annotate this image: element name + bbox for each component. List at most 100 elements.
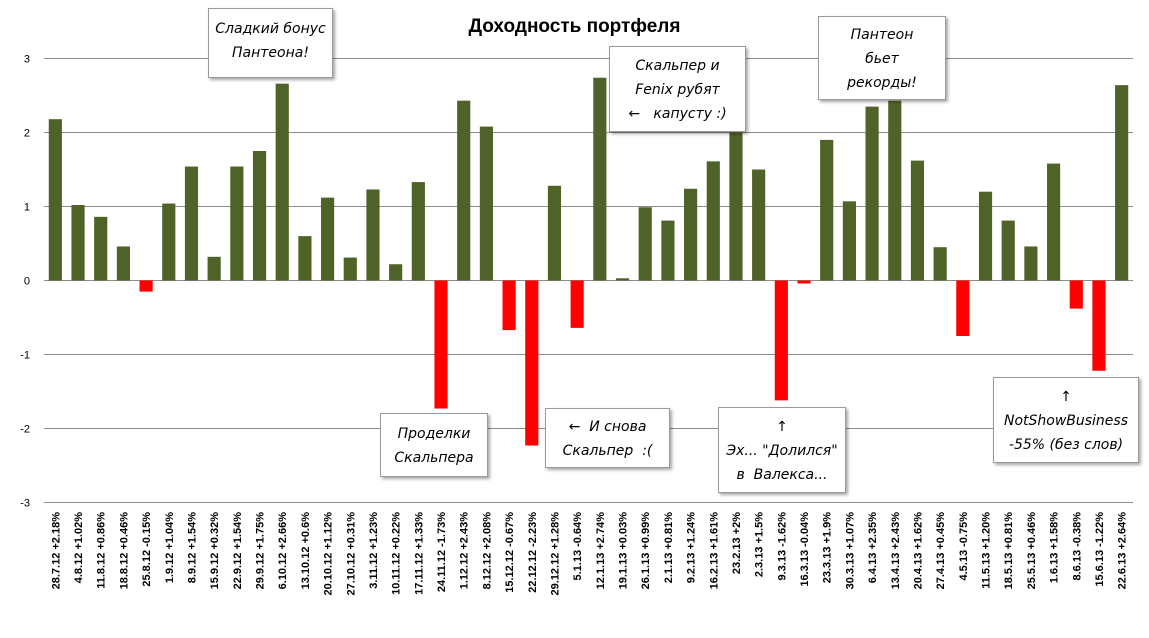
x-tick-label: 27.4.13 +0.45%: [935, 512, 947, 590]
bar: [661, 220, 675, 281]
bar: [162, 203, 176, 281]
x-tick-label: 23.2.13 +2%: [731, 512, 743, 574]
bar: [570, 280, 584, 328]
bar: [1047, 163, 1061, 281]
x-tick-label: 26.1.13 +0.99%: [640, 512, 652, 590]
x-tick-label: 18.8.12 +0.46%: [118, 512, 130, 590]
y-tick-label: 1: [24, 202, 30, 214]
annotation-line: Пантеона!: [232, 45, 309, 61]
annotation-line: ↑: [1060, 389, 1072, 405]
annotation-line: Fenix рубят: [635, 82, 720, 98]
annotation-panteon-records: Пантеон бьет рекорды!: [818, 16, 946, 100]
bar: [389, 264, 403, 281]
annotation-line: Сладкий бонус: [215, 21, 326, 37]
annotation-sweet-bonus: Сладкий бонус Пантеона!: [208, 8, 333, 78]
bar: [502, 280, 516, 331]
bar: [820, 139, 834, 281]
x-tick-label: 23.3.13 +1.9%: [822, 512, 834, 583]
bar: [252, 151, 267, 281]
x-tick-label: 18.5.13 +0.81%: [1003, 512, 1015, 590]
bar: [207, 256, 221, 281]
bar: [910, 160, 925, 281]
x-tick-label: 30.3.13 +1.07%: [844, 512, 856, 590]
x-tick-label: 16.2.13 +1.61%: [708, 512, 720, 590]
bar: [94, 216, 108, 281]
bar: [752, 169, 766, 281]
x-axis-labels: 28.7.12 +2.18% 4.8.12 +1.02% 11.8.12 +0.86…: [50, 512, 1128, 596]
y-tick-label: 3: [24, 54, 30, 66]
bar: [298, 236, 312, 281]
annotation-line: ↑: [776, 419, 788, 435]
bar: [434, 280, 448, 409]
bar: [321, 197, 335, 281]
bars: [48, 77, 1129, 446]
annotation-scalper-fenix: Скальпер и Fenix рубят ← капусту :): [609, 46, 746, 132]
bar: [615, 278, 630, 281]
bar: [1024, 246, 1038, 281]
y-tick-label: -3: [20, 498, 30, 510]
x-tick-label: 22.9.12 +1.54%: [232, 512, 244, 590]
x-tick-label: 20.4.13 +1.62%: [912, 512, 924, 590]
x-tick-label: 1.9.12 +1.04%: [164, 512, 176, 583]
y-tick-label: -2: [20, 424, 30, 436]
x-tick-label: 13.10.12 +0.6%: [300, 512, 312, 590]
bar: [116, 246, 130, 281]
x-tick-label: 13.4.13 +2.43%: [890, 512, 902, 590]
x-tick-label: 11.5.13 +1.20%: [981, 512, 993, 589]
bar: [1092, 280, 1106, 371]
bar: [366, 189, 380, 281]
bar: [525, 280, 539, 446]
annotation-line: бьет: [865, 51, 899, 67]
x-tick-label: 15.6.13 -1.22%: [1094, 512, 1106, 587]
x-tick-label: 2.1.13 +0.81%: [663, 512, 675, 583]
annotation-line: Эх... "Долился": [726, 443, 838, 459]
annotation-line: Скальпер и: [635, 58, 720, 74]
bar: [547, 185, 562, 281]
x-tick-label: 25.8.12 -0.15%: [141, 512, 153, 587]
annotation-line: NotShowBusiness: [1003, 413, 1129, 429]
bar: [1069, 280, 1083, 309]
x-tick-label: 9.2.13 +1.24%: [686, 512, 698, 583]
bar: [275, 83, 289, 281]
x-tick-label: 1.6.13 +1.58%: [1049, 512, 1061, 583]
x-tick-label: 6.10.12 +2.66%: [277, 512, 289, 590]
bar: [638, 207, 652, 281]
x-tick-label: 1.12.12 +2.43%: [459, 512, 471, 590]
bar: [343, 257, 357, 281]
y-axis: 3 2 1 0 -1 -2 -3: [20, 54, 30, 510]
bar: [71, 205, 85, 281]
x-tick-label: 16.3.13 -0.04%: [799, 512, 811, 587]
x-tick-label: 6.4.13 +2.35%: [867, 512, 879, 583]
x-tick-label: 8.6.13 -0.38%: [1071, 512, 1083, 581]
bar: [1001, 220, 1015, 281]
bar: [842, 201, 856, 281]
x-tick-label: 28.7.12 +2.18%: [50, 512, 62, 590]
y-tick-label: 2: [24, 128, 30, 140]
bar: [139, 280, 153, 292]
bar: [933, 247, 947, 281]
annotation-line: Проделки: [397, 426, 471, 442]
bar: [797, 280, 811, 284]
x-tick-label: 15.9.12 +0.32%: [209, 512, 221, 590]
x-tick-label: 2.3.13 +1.5%: [754, 512, 766, 577]
bar: [865, 106, 879, 281]
x-tick-label: 9.3.13 -1.62%: [776, 512, 788, 581]
annotation-line: Скальпер :(: [562, 443, 653, 459]
x-tick-label: 19.1.13 +0.03%: [618, 512, 630, 590]
x-tick-label: 11.8.12 +0.86%: [96, 512, 108, 589]
bar: [1115, 85, 1129, 281]
annotation-line: Скальпера: [394, 450, 474, 466]
chart-title: Доходность портфеля: [468, 16, 681, 37]
y-tick-label: 0: [24, 276, 30, 288]
annotation-line: рекорды!: [847, 75, 917, 91]
y-tick-label: -1: [20, 350, 30, 362]
bar: [184, 166, 199, 281]
bar: [706, 161, 720, 281]
bar: [411, 182, 425, 281]
x-tick-label: 29.9.12 +1.75%: [255, 512, 267, 590]
annotation-line: ← И снова: [568, 419, 647, 435]
bar: [230, 166, 244, 281]
annotation-notshowbusiness: ↑ NotShowBusiness -55% (без слов): [993, 377, 1139, 463]
x-tick-label: 8.12.12 +2.08%: [481, 512, 493, 590]
